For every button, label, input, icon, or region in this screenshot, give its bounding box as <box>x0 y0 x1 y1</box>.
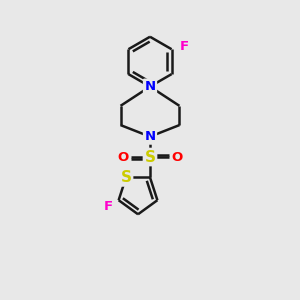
Text: F: F <box>179 40 189 53</box>
Text: S: S <box>121 170 131 185</box>
Text: S: S <box>145 149 155 164</box>
Text: O: O <box>117 151 128 164</box>
Text: O: O <box>172 151 183 164</box>
Text: N: N <box>144 130 156 143</box>
Text: F: F <box>104 200 113 214</box>
Text: N: N <box>144 80 156 93</box>
